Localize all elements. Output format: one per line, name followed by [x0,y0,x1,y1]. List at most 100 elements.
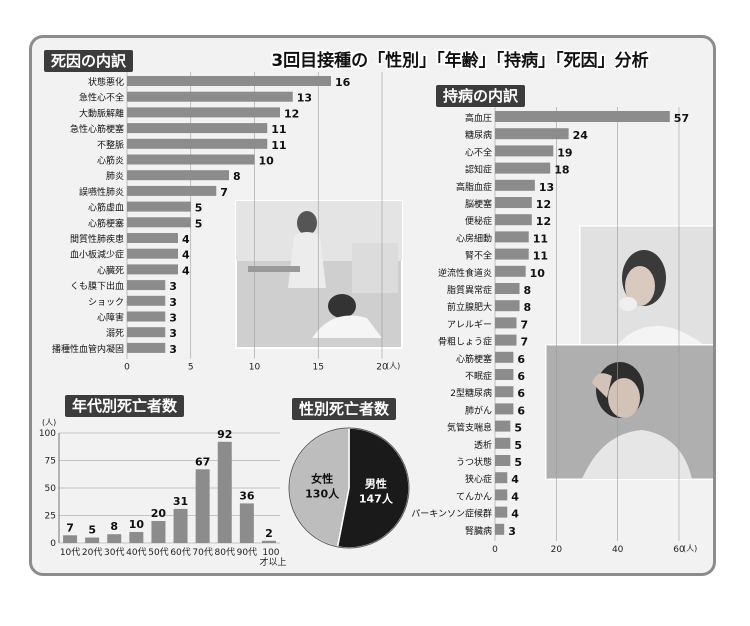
age-bar [217,441,232,543]
cause-of-death-bar [127,107,280,118]
age-category-label: 90代 [237,547,257,558]
age-tick-label: 100 [39,429,56,439]
photo-headache-woman [545,344,713,480]
condition-category-label: 腎不全 [465,250,492,262]
cause-of-death-tick-label: 10 [249,363,261,373]
condition-bar [495,145,554,157]
sex-title-bg [292,398,396,420]
age-bar [261,540,276,543]
condition-value-label: 57 [674,112,689,125]
main-title: 3回目接種の「性別」「年齢」「持病」「死因」分析 [271,50,648,71]
age-category-label: 100 [262,548,279,558]
condition-value-label: 7 [520,336,528,349]
sex-slice-value: 147人 [359,492,394,506]
condition-tick-label: 0 [492,545,498,555]
condition-bar [495,283,520,294]
sex-slice-label: 女性 [311,471,333,485]
cause-of-death-value-label: 3 [169,280,177,293]
age-tick-label: 0 [50,539,56,549]
cause-of-death-unit: (人) [386,362,400,371]
condition-category-label: うつ状態 [456,456,492,468]
condition-category-label: 糖尿病 [465,129,492,141]
condition-value-label: 11 [533,250,548,263]
condition-value-label: 8 [524,301,532,314]
condition-bar [495,420,511,432]
condition-value-label: 4 [511,508,519,521]
condition-value-label: 24 [573,129,589,142]
cause-of-death-category-label: 心臓死 [97,265,124,276]
cause-of-death-value-label: 3 [169,343,177,356]
condition-bar [495,300,520,312]
condition-title: 持病の内訳 [443,87,519,105]
sex-slice-value: 130人 [305,486,340,500]
age-value-label: 20 [151,507,167,520]
cause-of-death-bar [127,248,178,259]
condition-value-label: 4 [511,473,519,486]
condition-value-label: 19 [557,146,572,159]
cause-of-death-value-label: 12 [284,107,299,120]
condition-bar [495,197,532,208]
cause-of-death-category-label: 溺死 [106,328,124,339]
condition-bar [495,489,508,501]
condition-value-label: 13 [539,181,554,194]
cause-of-death-value-label: 5 [195,217,203,230]
condition-category-label: アレルギー [447,319,492,330]
cause-of-death-value-label: 4 [182,249,190,262]
condition-bar [495,386,514,398]
condition-category-label: 狭心症 [465,473,492,485]
age-category-label: 60代 [170,547,190,558]
condition-bar [495,369,514,380]
condition-tick-label: 40 [612,545,624,555]
age-bar [239,503,254,543]
condition-bar [495,472,508,484]
age-bar [85,537,100,543]
cause-of-death-title: 死因の内訳 [51,52,127,70]
cause-of-death-value-label: 3 [169,327,177,340]
age-bar [195,469,210,543]
condition-category-label: 前立腺肥大 [447,301,492,313]
condition-category-label: 骨粗しょう症 [438,336,492,348]
cause-of-death-bar [127,201,191,212]
cause-of-death-value-label: 5 [195,202,203,215]
photo-caregiver [235,200,403,349]
condition-category-label: 不眠症 [465,370,492,382]
condition-value-label: 8 [524,284,532,297]
condition-bar [495,111,670,122]
cause-of-death-category-label: 状態悪化 [88,76,124,88]
deaths-by-age-chart: 年代別死亡者数 (人) 0 25 50 75 100 7 10代 5 20代 8 30代 10 40代 20 5… [39,395,286,568]
condition-bar [495,334,517,346]
condition-bar [495,437,511,449]
condition-value-label: 6 [517,404,525,417]
condition-bar [495,506,508,518]
cause-of-death-bar [127,264,178,275]
age-category-label: 80代 [215,547,235,558]
condition-category-label: 高血圧 [465,112,492,124]
condition-value-label: 12 [536,198,551,211]
condition-bar [495,179,535,191]
cause-of-death-value-label: 13 [297,92,312,105]
cause-of-death-value-label: 4 [182,264,190,277]
age-value-label: 92 [217,428,232,441]
age-bar [151,521,166,543]
infographic-canvas: 3回目接種の「性別」「年齢」「持病」「死因」分析 [39,48,713,568]
cause-of-death-bar [127,123,268,134]
age-unit: (人) [42,418,56,427]
condition-value-label: 5 [514,439,522,452]
cause-of-death-tick-label: 5 [188,363,194,373]
condition-value-label: 4 [511,490,519,503]
condition-category-label: 心筋梗塞 [456,353,492,365]
cause-of-death-value-label: 11 [271,139,286,152]
age-category-label: 70代 [192,547,212,558]
cause-of-death-tick-label: 20 [376,363,388,373]
condition-tick-label: 60 [673,545,685,555]
condition-bar [495,265,526,277]
condition-value-label: 18 [554,164,569,177]
age-value-label: 36 [239,489,255,502]
condition-category-label: 便秘症 [465,215,492,227]
cause-of-death-bar [127,154,255,165]
cause-of-death-value-label: 11 [271,123,286,136]
cause-of-death-category-label: 心筋炎 [97,155,124,167]
age-category-label: 20代 [82,547,102,558]
cause-of-death-bar [127,185,217,196]
